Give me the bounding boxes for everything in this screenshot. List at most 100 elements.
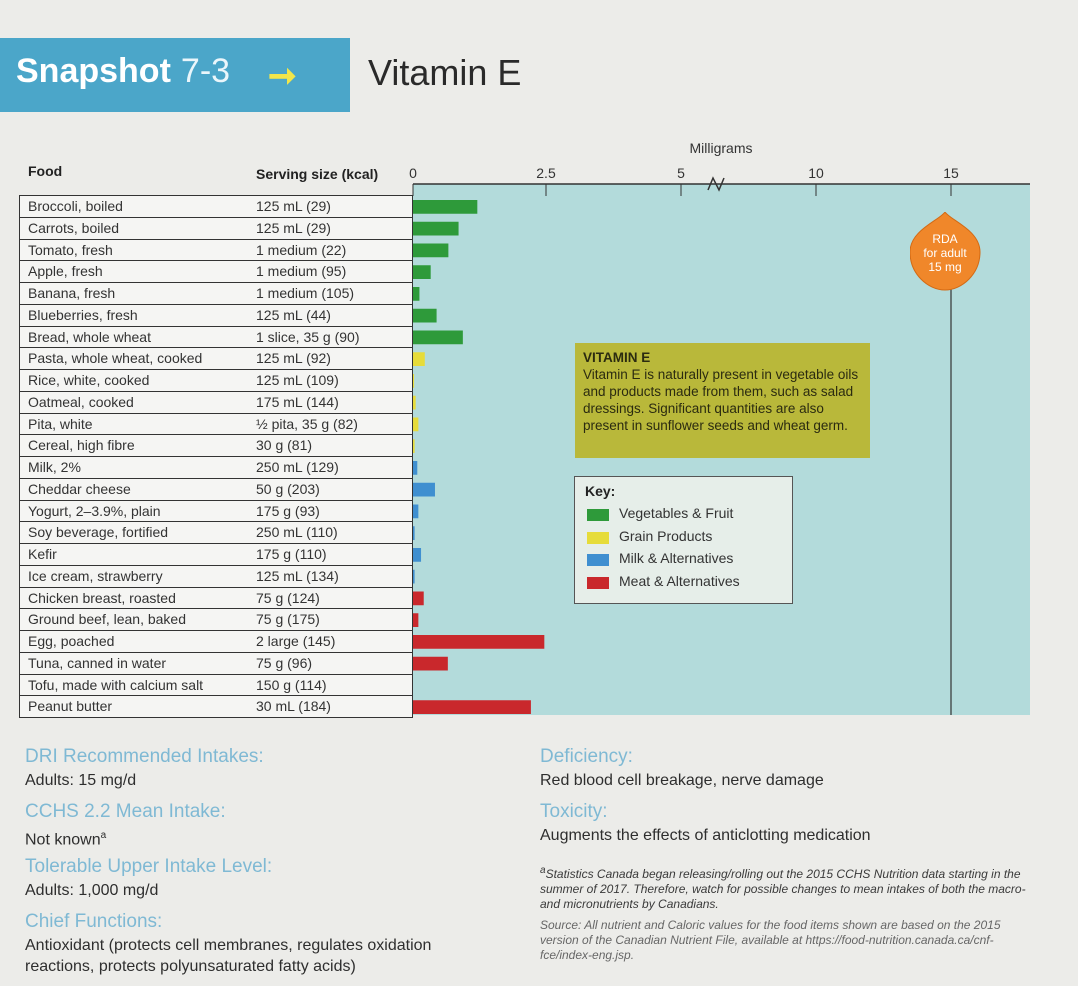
cchs-footnote-marker: a [100,830,107,841]
bar-cereal-high-fibre [413,439,415,453]
food-name: Pita, white [28,415,93,432]
serving-size: 175 g (93) [256,502,320,519]
legend-label: Milk & Alternatives [619,550,734,566]
food-row: Tomato, fresh 1 medium (22) [20,239,412,262]
legend-swatch [587,554,609,566]
rda-marker: RDA for adult 15 mg [909,211,990,292]
deficiency-heading: Deficiency: [540,746,633,767]
page-title: Vitamin E [368,52,522,93]
bar-pita-white [413,417,419,432]
food-row: Peanut butter 30 mL (184) [20,696,412,718]
info-title: VITAMIN E [583,350,651,365]
bar-ground-beef-lean-baked [413,613,419,627]
food-row: Pita, white ½ pita, 35 g (82) [20,413,412,436]
bar-broccoli-boiled [413,200,478,214]
legend-label: Vegetables & Fruit [619,505,734,521]
food-name: Blueberries, fresh [28,306,138,323]
functions-value: Antioxidant (protects cell membranes, re… [25,937,432,975]
serving-size: 1 medium (22) [256,241,347,258]
food-row: Apple, fresh 1 medium (95) [20,261,412,283]
serving-size: 125 mL (92) [256,350,331,367]
serving-column-header: Serving size (kcal) [256,166,379,182]
serving-size: ½ pita, 35 g (82) [256,415,358,432]
food-name: Tomato, fresh [28,241,113,258]
food-name: Broccoli, boiled [28,198,123,214]
source-note: Source: All nutrient and Caloric values … [540,918,1001,962]
serving-size: 125 mL (29) [256,219,331,236]
food-row: Cheddar cheese 50 g (203) [20,478,412,501]
food-row: Ground beef, lean, baked 75 g (175) [20,609,412,631]
footnote-a: aStatistics Canada began releasing/rolli… [540,863,1030,912]
food-row: Cereal, high fibre 30 g (81) [20,435,412,457]
food-name: Rice, white, cooked [28,372,150,388]
dri-value: Adults: 15 mg/d [25,772,137,789]
bar-rice-white-cooked [413,374,415,388]
serving-size: 2 large (145) [256,633,336,649]
legend-item-meat-alternatives: Meat & Alternatives [585,573,782,596]
serving-size: 125 mL (109) [256,372,339,388]
footnote-a-marker: a [540,865,546,876]
bar-cheddar-cheese [413,482,435,497]
bar-peanut-butter [413,700,531,714]
serving-size: 175 g (110) [256,546,327,562]
legend: Key: Vegetables & Fruit Grain Products M… [574,476,793,604]
food-row: Pasta, whole wheat, cooked 125 mL (92) [20,348,412,370]
food-name: Chicken breast, roasted [28,589,176,606]
serving-size: 125 mL (29) [256,198,331,214]
x-tick-label: 10 [808,165,824,181]
legend-swatch [587,576,609,589]
cchs-heading: CCHS 2.2 Mean Intake: [25,801,226,822]
bar-yogurt-2-3-9-plain [413,504,419,519]
food-row: Oatmeal, cooked 175 mL (144) [20,391,412,414]
bar-banana-fresh [413,287,420,301]
rda-line-2: for adult [923,246,967,260]
serving-size: 150 g (114) [256,676,327,693]
bar-apple-fresh [413,265,431,279]
food-name: Tuna, canned in water [28,654,167,671]
serving-size: 250 mL (129) [256,459,339,475]
deficiency-value: Red blood cell breakage, nerve damage [540,772,824,789]
bar-pasta-whole-wheat-cooked [413,352,425,366]
food-name: Apple, fresh [28,263,103,280]
food-name: Pasta, whole wheat, cooked [28,350,203,367]
food-name: Kefir [28,546,57,562]
food-row: Bread, whole wheat 1 slice, 35 g (90) [20,326,412,349]
cchs-value: Not knowna [25,825,106,850]
bar-ice-cream-strawberry [413,569,415,584]
food-name: Egg, poached [28,633,115,649]
serving-size: 30 mL (184) [256,698,331,715]
footnote-a-text: Statistics Canada began releasing/rollin… [540,867,1026,911]
legend-item-vegetables-fruit: Vegetables & Fruit [585,505,782,528]
rda-droplet-icon [909,211,981,291]
food-row: Blueberries, fresh 125 mL (44) [20,304,412,327]
food-row: Yogurt, 2–3.9%, plain 175 g (93) [20,500,412,523]
bar-kefir [413,548,422,562]
food-name: Ice cream, strawberry [28,567,163,584]
food-row: Chicken breast, roasted 75 g (124) [20,587,412,610]
serving-size: 250 mL (110) [256,524,338,541]
toxicity-heading: Toxicity: [540,801,608,822]
food-name: Carrots, boiled [28,219,120,236]
toxicity-value: Augments the effects of anticlotting med… [540,827,871,844]
food-name: Banana, fresh [28,285,116,301]
functions-heading: Chief Functions: [25,911,163,932]
food-name: Yogurt, 2–3.9%, plain [28,502,161,519]
legend-item-grain-products: Grain Products [585,528,782,551]
x-tick-label: 2.5 [536,165,556,181]
legend-title: Key: [585,483,616,499]
legend-swatch [587,531,609,544]
food-row: Tofu, made with calcium salt 150 g (114) [20,674,412,697]
bar-layer [413,200,545,714]
food-name: Cheddar cheese [28,480,131,497]
food-row: Tuna, canned in water 75 g (96) [20,652,412,675]
dri-heading: DRI Recommended Intakes: [25,746,264,767]
serving-size: 75 g (124) [256,589,320,606]
food-row: Milk, 2% 250 mL (129) [20,457,412,479]
snapshot-badge: Snapshot 7-3 ➞ [0,38,350,112]
serving-size: 30 g (81) [256,437,313,454]
bar-carrots-boiled [413,221,459,236]
serving-size: 175 mL (144) [256,393,339,410]
food-row: Banana, fresh 1 medium (105) [20,283,412,305]
